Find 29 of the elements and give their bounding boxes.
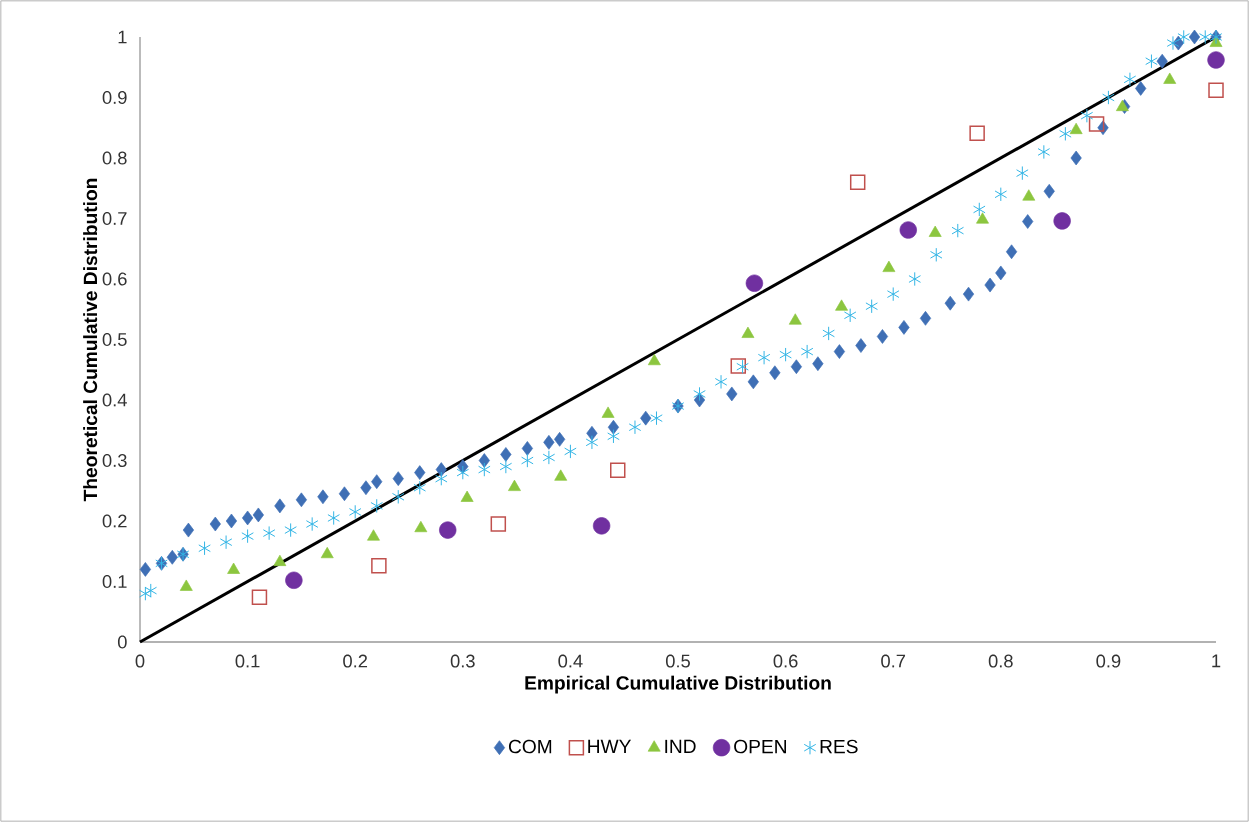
- x-tick-label: 0.9: [1096, 654, 1121, 668]
- y-tick-label: 1: [118, 30, 127, 44]
- y-tick-label: 0.4: [102, 393, 127, 407]
- y-axis-title: Theoretical Cumulative Distribution: [83, 178, 98, 502]
- legend-label: COM: [508, 739, 552, 754]
- y-tick-label: 0: [117, 635, 127, 649]
- x-tick-label: 0.7: [881, 654, 906, 668]
- y-tick-label: 0.8: [102, 151, 127, 165]
- x-tick-label: 0.2: [343, 654, 368, 668]
- x-tick-label: 0.8: [988, 654, 1013, 668]
- x-tick-label: 0.6: [773, 654, 798, 668]
- legend-label: RES: [820, 739, 858, 754]
- x-tick-label: 0.4: [558, 654, 583, 668]
- x-tick-label: 0: [135, 654, 145, 668]
- x-tick-label: 1: [1212, 654, 1221, 668]
- legend-label: OPEN: [734, 739, 786, 754]
- y-tick-label: 0.2: [102, 514, 127, 528]
- y-tick-label: 0.1: [102, 575, 127, 588]
- y-tick-label: 0.9: [102, 91, 127, 104]
- y-tick-label: 0.7: [102, 212, 127, 225]
- x-axis-title: Empirical Cumulative Distribution: [525, 675, 831, 694]
- x-tick-label: 0.5: [665, 654, 690, 668]
- legend-label: HWY: [588, 739, 632, 754]
- x-tick-label: 0.1: [235, 654, 260, 668]
- x-tick-label: 0.3: [450, 654, 475, 668]
- y-tick-label: 0.6: [102, 272, 127, 286]
- legend-label: IND: [665, 739, 696, 754]
- y-tick-label: 0.5: [102, 333, 127, 346]
- y-tick-label: 0.3: [102, 454, 127, 467]
